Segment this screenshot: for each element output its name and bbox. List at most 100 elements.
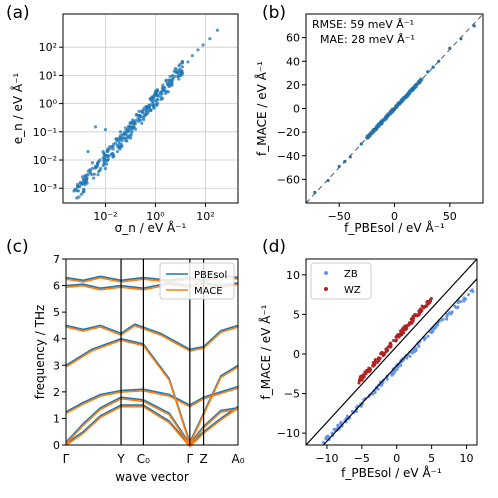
data-point bbox=[94, 165, 97, 168]
legend-box bbox=[311, 263, 371, 299]
wz-point bbox=[429, 299, 432, 302]
y-tick-label: −20 bbox=[277, 126, 300, 139]
zb-point bbox=[470, 289, 473, 292]
data-point bbox=[108, 145, 111, 148]
data-point bbox=[181, 65, 184, 68]
x-tick-label: 5 bbox=[428, 452, 435, 465]
y-tick-label: 20 bbox=[286, 79, 300, 92]
panel-b: −50 0 50−60−40−200204060RMSE: 59 meV Å⁻¹MA… bbox=[254, 3, 483, 235]
x-tick-label: 50 bbox=[443, 210, 457, 223]
y-tick-label: 10⁻³ bbox=[33, 182, 57, 195]
panel-label: (b) bbox=[262, 3, 286, 23]
data-point bbox=[102, 160, 105, 163]
zb-point bbox=[450, 312, 453, 315]
data-point bbox=[126, 128, 129, 131]
data-point bbox=[73, 188, 76, 191]
y-tick-label: 10 bbox=[286, 269, 300, 282]
wz-point bbox=[371, 364, 374, 367]
data-point bbox=[155, 104, 158, 107]
data-point bbox=[169, 78, 172, 81]
data-point bbox=[201, 43, 204, 46]
wz-point bbox=[399, 329, 402, 332]
x-axis-label: wave vector bbox=[115, 470, 189, 484]
data-point bbox=[170, 84, 173, 87]
zb-point bbox=[456, 306, 459, 309]
legend-label: WZ bbox=[344, 285, 361, 296]
wz-point bbox=[387, 345, 390, 348]
wz-point bbox=[395, 339, 398, 342]
mae-annotation: MAE: 28 meV Å⁻¹ bbox=[320, 33, 415, 46]
panel-a: 10⁻² 10⁰ 10² 10⁻³ 10⁻² 10⁻¹ 10⁰ 10¹ 10² σ_n / eV … bbox=[6, 3, 238, 235]
y-tick-label: 4 bbox=[53, 333, 60, 346]
data-point bbox=[177, 64, 180, 67]
zb-point bbox=[440, 319, 443, 322]
data-point bbox=[191, 54, 194, 57]
wz-point bbox=[358, 378, 361, 381]
data-point bbox=[103, 163, 106, 166]
data-point bbox=[76, 184, 79, 187]
y-tick-label: −5 bbox=[284, 388, 300, 401]
data-point bbox=[216, 29, 219, 32]
data-point bbox=[123, 130, 126, 133]
legend-label: MACE bbox=[194, 286, 223, 297]
y-tick-label: 5 bbox=[53, 306, 60, 319]
x-axis-label: f_PBEsol / eV Å⁻¹ bbox=[344, 220, 445, 235]
wz-point bbox=[381, 352, 384, 355]
data-point bbox=[91, 161, 94, 164]
y-tick-label: 10² bbox=[39, 41, 57, 54]
data-point bbox=[96, 173, 99, 176]
zb-point bbox=[380, 384, 383, 387]
legend-label: ZB bbox=[344, 269, 358, 280]
data-point bbox=[156, 94, 159, 97]
legend: PBEsol MACE bbox=[160, 263, 234, 299]
y-tick-label: −40 bbox=[277, 150, 300, 163]
data-point bbox=[129, 136, 132, 139]
data-point bbox=[371, 131, 374, 134]
data-point bbox=[142, 116, 145, 119]
data-point bbox=[166, 82, 169, 85]
data-point bbox=[408, 92, 411, 95]
x-tick-label: Γ bbox=[186, 452, 193, 466]
data-point bbox=[144, 113, 147, 116]
data-point bbox=[105, 159, 108, 162]
data-point bbox=[111, 153, 114, 156]
wz-point bbox=[422, 306, 425, 309]
x-tick-label: Z bbox=[199, 452, 207, 466]
data-point bbox=[149, 109, 152, 112]
data-point bbox=[114, 141, 117, 144]
x-tick-label: A₀ bbox=[231, 452, 244, 466]
panel-d: −10 −5 0 5 10−10−50510 ZBWZf_PBEsol / eV Å⁻¹f… bbox=[258, 237, 477, 480]
data-point bbox=[82, 182, 85, 185]
y-tick-label: 10⁰ bbox=[39, 98, 58, 111]
x-axis-label: f_PBEsol / eV Å⁻¹ bbox=[341, 465, 442, 480]
data-point bbox=[152, 107, 155, 110]
y-tick-label: 10¹ bbox=[39, 69, 57, 82]
panel-label: (a) bbox=[6, 3, 30, 23]
zb-point bbox=[462, 300, 465, 303]
zb-point bbox=[395, 368, 398, 371]
data-point bbox=[129, 125, 132, 128]
data-point bbox=[151, 96, 154, 99]
data-point bbox=[79, 182, 82, 185]
data-point bbox=[176, 72, 179, 75]
wz-point bbox=[410, 318, 413, 321]
data-point bbox=[124, 136, 127, 139]
wz-point bbox=[404, 326, 407, 329]
y-tick-label: 0 bbox=[293, 103, 300, 116]
legend: ZB WZ bbox=[311, 263, 371, 299]
data-point bbox=[84, 175, 87, 178]
x-tick-label: 10 bbox=[460, 452, 474, 465]
zb-point bbox=[411, 352, 414, 355]
panel-c: Γ Y C₀ Γ Z A₀01234567PBEsolMACEwave vectorfre… bbox=[6, 237, 245, 484]
data-point bbox=[92, 177, 95, 180]
data-point bbox=[167, 90, 170, 93]
data-point bbox=[91, 167, 94, 170]
y-tick-label: 40 bbox=[286, 55, 300, 68]
data-point bbox=[118, 147, 121, 150]
reference-line bbox=[323, 279, 477, 445]
data-point bbox=[121, 133, 124, 136]
data-point bbox=[101, 150, 104, 153]
wz-point bbox=[363, 375, 366, 378]
data-point bbox=[86, 150, 89, 153]
